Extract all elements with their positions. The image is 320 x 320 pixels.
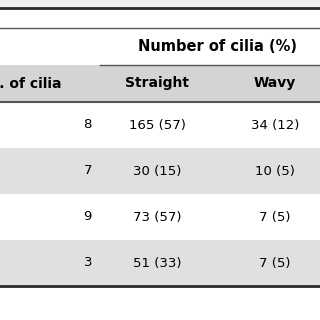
- Text: 73 (57): 73 (57): [133, 211, 182, 223]
- Bar: [0, 286, 320, 320]
- Bar: [0, 65, 320, 102]
- Text: Number of cilia (%): Number of cilia (%): [138, 39, 297, 54]
- Text: 7 (5): 7 (5): [259, 211, 291, 223]
- Text: No. of cilia: No. of cilia: [0, 76, 62, 91]
- Text: 7 (5): 7 (5): [259, 257, 291, 269]
- Bar: [0, 102, 320, 148]
- Text: 9: 9: [84, 211, 92, 223]
- Text: 10 (5): 10 (5): [255, 164, 295, 178]
- Bar: [0, 240, 320, 286]
- Bar: [0, 194, 320, 240]
- Text: 51 (33): 51 (33): [133, 257, 182, 269]
- Text: 3: 3: [84, 257, 92, 269]
- Bar: [0, 148, 320, 194]
- Text: 8: 8: [84, 118, 92, 132]
- Text: 7: 7: [84, 164, 92, 178]
- Bar: [0, 8, 320, 28]
- Text: 165 (57): 165 (57): [129, 118, 186, 132]
- Text: Wavy: Wavy: [254, 76, 296, 91]
- Text: 34 (12): 34 (12): [251, 118, 299, 132]
- Text: Straight: Straight: [125, 76, 189, 91]
- Bar: [0, 28, 320, 65]
- Text: 30 (15): 30 (15): [133, 164, 182, 178]
